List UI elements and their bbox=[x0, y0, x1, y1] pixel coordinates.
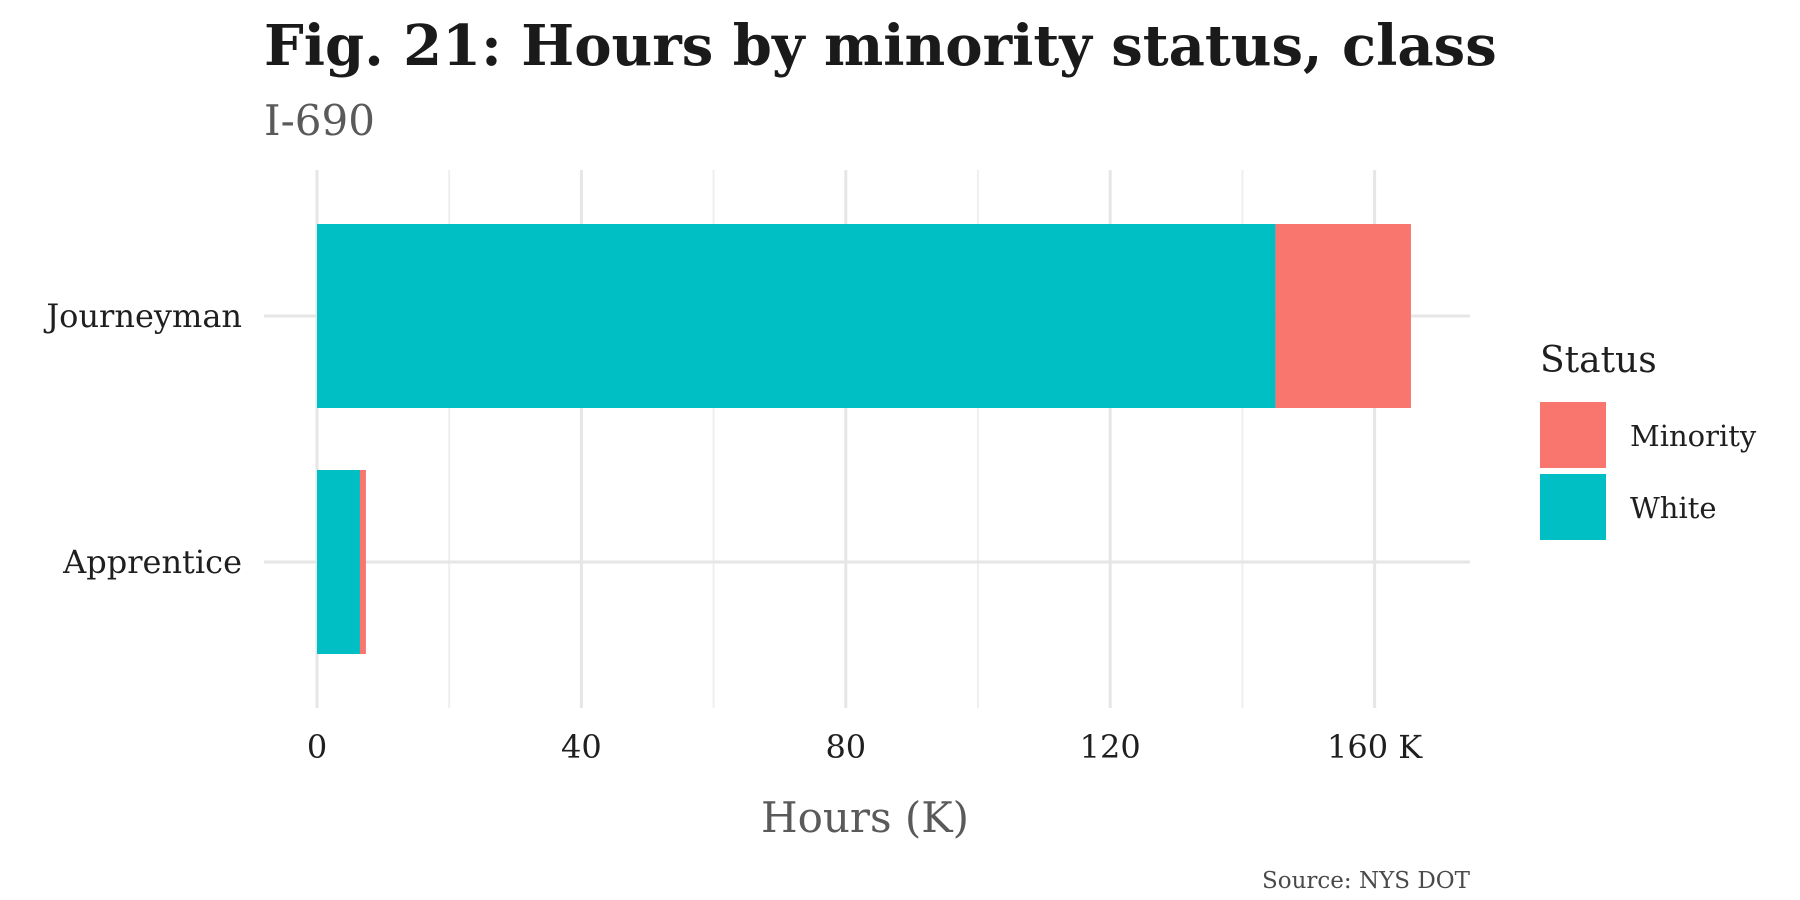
x-axis-tick-labels: 0 40 80 120 160 K bbox=[307, 728, 1423, 766]
bar-apprentice-minority bbox=[359, 470, 366, 654]
legend-label-minority: Minority bbox=[1630, 419, 1757, 453]
chart-subtitle: I-690 bbox=[264, 96, 375, 145]
y-tick-label-journeyman: Journeyman bbox=[43, 297, 242, 335]
bar-journeyman-white bbox=[317, 224, 1276, 408]
legend: Status Minority White bbox=[1540, 340, 1757, 540]
chart-caption: Source: NYS DOT bbox=[1262, 868, 1471, 894]
bars bbox=[317, 224, 1411, 654]
bar-apprentice-white bbox=[317, 470, 360, 654]
x-tick-label: 120 bbox=[1080, 728, 1141, 766]
x-axis-title: Hours (K) bbox=[761, 793, 969, 842]
x-tick-label: 0 bbox=[307, 728, 327, 766]
chart-title: Fig. 21: Hours by minority status, class bbox=[264, 13, 1497, 79]
legend-label-white: White bbox=[1630, 491, 1717, 525]
y-tick-label-apprentice: Apprentice bbox=[62, 543, 242, 581]
x-tick-label: 40 bbox=[561, 728, 602, 766]
legend-swatch-minority bbox=[1540, 402, 1606, 468]
legend-title: Status bbox=[1540, 340, 1657, 381]
x-tick-label: 80 bbox=[825, 728, 866, 766]
legend-swatch-white bbox=[1540, 474, 1606, 540]
y-axis-tick-labels: Journeyman Apprentice bbox=[43, 297, 242, 581]
x-tick-label: 160 K bbox=[1327, 728, 1423, 766]
bar-journeyman-minority bbox=[1275, 224, 1411, 408]
